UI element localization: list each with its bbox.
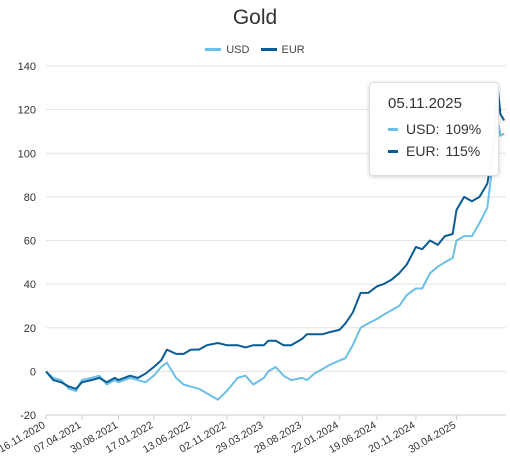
y-tick-label: 20 xyxy=(24,323,36,335)
series-line-eur xyxy=(45,86,506,390)
y-tick-label: 0 xyxy=(30,366,36,378)
y-tick-label: 80 xyxy=(24,192,36,204)
legend: USD EUR xyxy=(0,42,510,56)
tooltip-row-usd: USD: 109% xyxy=(388,121,481,137)
y-tick-label: 120 xyxy=(18,105,36,117)
y-axis-ticks: 140 120 100 80 60 40 20 0 -20 xyxy=(18,61,36,422)
legend-swatch-usd xyxy=(205,48,222,51)
tooltip-row-eur: EUR: 115% xyxy=(388,143,480,159)
tooltip-value-eur: 115% xyxy=(445,143,481,159)
y-tick-label: 140 xyxy=(18,61,36,73)
y-tick-label: 60 xyxy=(24,236,36,248)
y-tick-label: 40 xyxy=(24,279,36,291)
tooltip-swatch-usd xyxy=(388,127,398,131)
tooltip-name-eur: EUR: xyxy=(406,143,440,159)
legend-swatch-eur xyxy=(260,48,277,51)
y-tick-label: 100 xyxy=(18,148,36,160)
legend-label-eur: EUR xyxy=(281,43,305,56)
tooltip-value-usd: 109% xyxy=(445,121,482,137)
legend-item-eur[interactable]: EUR xyxy=(260,43,305,56)
x-axis-ticks: 16.11.202007.04.202130.08.202117.01.2022… xyxy=(0,414,506,456)
y-tick-label: -20 xyxy=(20,410,36,422)
chart-title: Gold xyxy=(232,6,278,29)
tooltip-date: 05.11.2025 xyxy=(388,95,462,112)
series-lines xyxy=(45,86,506,401)
tooltip-swatch-eur xyxy=(388,149,398,153)
legend-item-usd[interactable]: USD xyxy=(205,44,249,56)
legend-label-usd: USD xyxy=(226,43,250,56)
tooltip: 05.11.2025 USD: 109% EUR: 115% xyxy=(369,82,499,176)
series-line-usd xyxy=(45,119,505,401)
tooltip-name-usd: USD: xyxy=(406,121,440,137)
